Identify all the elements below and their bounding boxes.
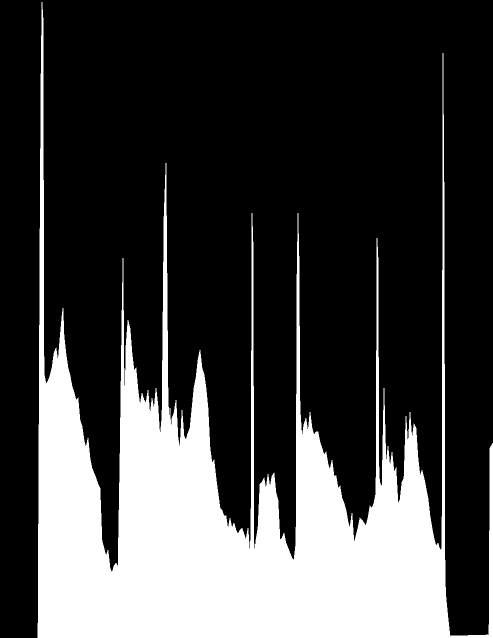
- plot-area: [37, 1, 493, 638]
- series-area: [37, 1, 493, 638]
